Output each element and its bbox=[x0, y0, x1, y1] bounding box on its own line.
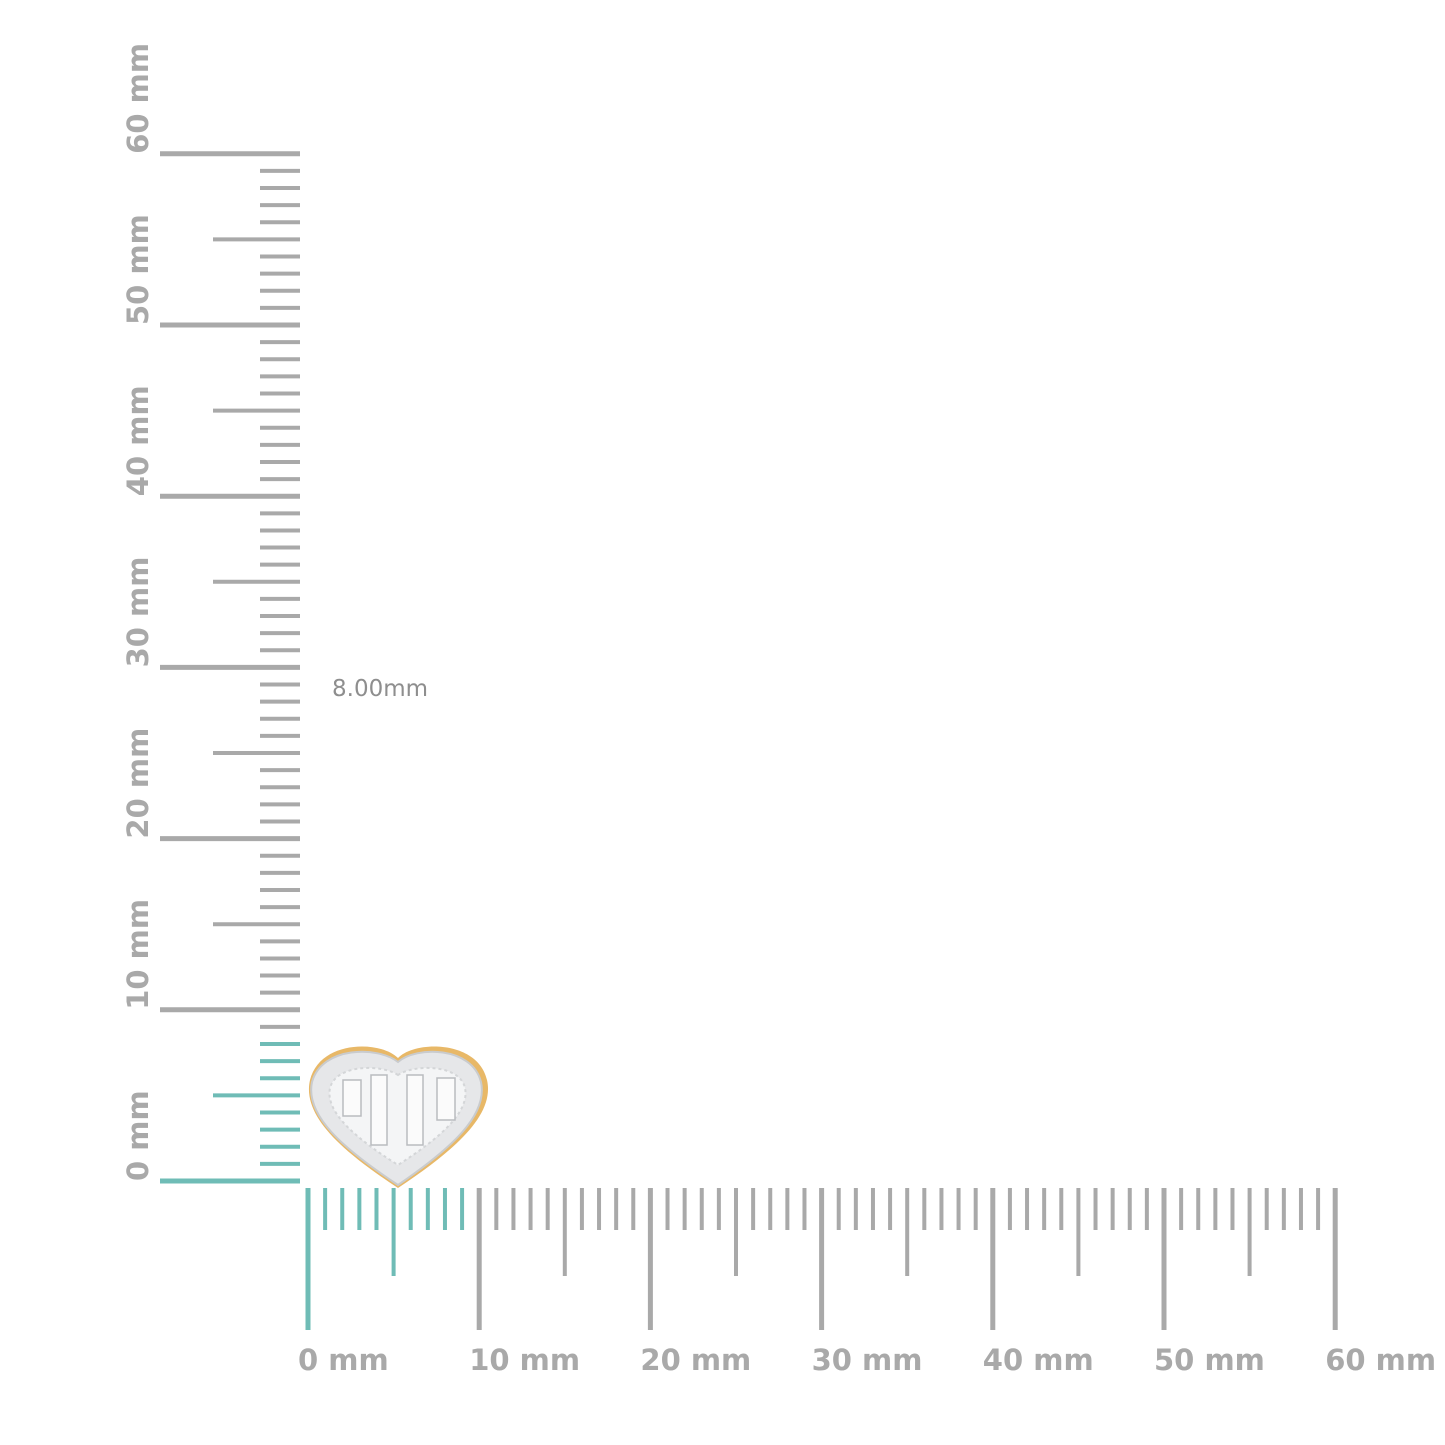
horizontal-tick-label: 0 mm bbox=[298, 1343, 389, 1377]
vertical-tick-label: 0 mm bbox=[121, 1090, 155, 1181]
vertical-tick-label: 30 mm bbox=[121, 557, 155, 668]
horizontal-tick-label: 10 mm bbox=[469, 1343, 580, 1377]
horizontal-ruler-labels: 0 mm 10 mm 20 mm 30 mm 40 mm 50 mm 60 mm bbox=[298, 1343, 1436, 1377]
horizontal-tick-label: 50 mm bbox=[1154, 1343, 1265, 1377]
measurement-label: 8.00mm bbox=[332, 676, 429, 702]
vertical-tick-label: 40 mm bbox=[121, 385, 155, 496]
horizontal-ruler-ticks bbox=[305, 1188, 1338, 1330]
vertical-tick-label: 20 mm bbox=[121, 728, 155, 839]
horizontal-tick-label: 30 mm bbox=[812, 1343, 923, 1377]
vertical-tick-label: 10 mm bbox=[121, 899, 155, 1010]
vertical-tick-label: 60 mm bbox=[121, 43, 155, 154]
vertical-ruler-labels: 0 mm 10 mm 20 mm 30 mm 40 mm 50 mm 60 mm bbox=[121, 43, 155, 1181]
horizontal-tick-label: 60 mm bbox=[1325, 1343, 1436, 1377]
horizontal-tick-label: 20 mm bbox=[640, 1343, 751, 1377]
vertical-ruler-ticks bbox=[160, 151, 300, 1184]
horizontal-tick-label: 40 mm bbox=[983, 1343, 1094, 1377]
vertical-tick-label: 50 mm bbox=[121, 214, 155, 325]
heart-earring-icon bbox=[308, 1046, 489, 1188]
